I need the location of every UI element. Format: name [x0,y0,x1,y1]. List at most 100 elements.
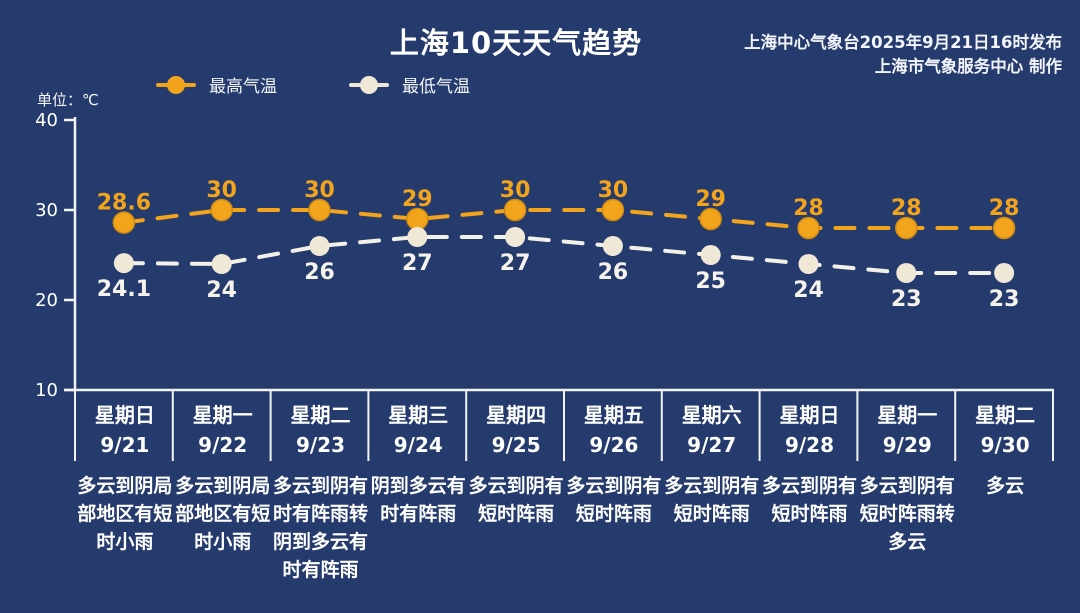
day-column: 星期六 9/27 多云到阴有短时阵雨 [663,392,761,584]
weekday-label: 星期三 [388,403,449,427]
low-temp-point [407,227,428,247]
high-temp-point [308,198,331,222]
low-temp-point [505,227,526,247]
date-label: 9/21 [100,433,150,457]
low-temp-value-label: 24.1 [97,277,151,302]
high-temp-value-label: 28.6 [97,191,151,216]
date-label: 9/26 [589,433,639,457]
weekday-label: 星期五 [583,403,644,427]
weekday-label: 星期一 [877,403,938,427]
high-temp-value-label: 30 [304,178,335,203]
high-temp-point [210,198,233,222]
low-temp-value-label: 24 [206,278,237,303]
high-temp-value-label: 28 [891,196,922,221]
weekday-label: 星期六 [681,403,742,427]
low-temp-point [602,236,623,256]
high-temp-marker-icon [156,75,196,94]
legend-item-low-temp: 最低气温 [349,72,470,97]
high-temp-value-label: 30 [500,178,531,203]
day-column: 星期三 9/24 阴到多云有时有阵雨 [369,392,467,584]
high-temp-value-label: 30 [206,178,237,203]
high-temp-value-label: 30 [598,178,629,203]
low-temp-point [113,253,134,274]
day-column: 星期二 9/23 多云到阴有时有阵雨转阴到多云有时有阵雨 [272,392,370,584]
low-temp-series-line [121,235,1007,275]
high-temp-point [503,198,527,222]
low-temp-value-label: 26 [304,260,335,285]
high-temp-value-label: 28 [793,196,824,221]
low-temp-point [309,236,330,256]
y-axis-tick-label: 40 [35,110,58,131]
high-temp-series-line [121,208,1007,230]
high-temp-value-label: 28 [989,196,1020,221]
weather-description: 多云到阴有短时阵雨转多云 [859,475,955,553]
low-temp-value-label: 23 [891,287,922,312]
day-column: 星期日 9/21 多云到阴局部地区有短时小雨 [76,392,174,584]
date-label: 9/22 [198,433,248,457]
y-axis-tick-label: 30 [35,200,58,221]
day-column: 星期一 9/29 多云到阴有短时阵雨转多云 [858,392,956,584]
unit-label: 单位：℃ [37,91,99,109]
low-temp-point [798,254,819,274]
low-temp-value-label: 24 [793,278,824,303]
weekday-label: 星期四 [486,403,547,427]
day-columns-row: 星期日 9/21 多云到阴局部地区有短时小雨 星期一 9/22 多云到阴局部地区… [76,392,1054,584]
source-line-producer: 上海市气象服务中心 制作 [874,57,1062,76]
date-label: 9/29 [882,433,932,457]
day-column: 星期一 9/22 多云到阴局部地区有短时小雨 [174,392,272,584]
page-title: 上海10天天气趋势 [389,26,643,60]
date-label: 9/28 [784,433,835,457]
weekday-label: 星期日 [779,403,840,427]
y-axis-tick-label: 20 [35,290,58,311]
low-temp-point [700,245,721,265]
date-label: 9/23 [295,433,346,457]
high-temp-point [992,216,1016,240]
high-temp-point [895,216,918,240]
date-label: 9/24 [393,433,443,457]
weekday-label: 星期日 [94,403,155,427]
high-temp-value-label: 29 [695,187,726,212]
low-temp-value-label: 25 [695,269,726,294]
date-label: 9/25 [491,433,541,457]
weekday-label: 星期一 [192,403,253,427]
weather-description: 阴到多云有时有阵雨 [370,475,466,525]
weather-description: 多云 [986,475,1025,497]
low-temp-value-label: 27 [500,251,531,276]
weekday-label: 星期二 [975,403,1036,427]
date-label: 9/27 [687,433,737,457]
source-attribution: 上海中心气象台2025年9月21日16时发布 上海市气象服务中心 制作 [744,31,1062,79]
legend-label-high-temp: 最高气温 [209,77,277,97]
weather-description: 多云到阴局部地区有短时小雨 [77,475,173,553]
low-temp-point [211,254,232,274]
weather-description: 多云到阴有短时阵雨 [468,475,564,525]
day-column: 星期日 9/28 多云到阴有短时阵雨 [761,392,859,584]
low-temp-marker-icon [349,75,389,94]
low-temp-point [896,263,917,283]
low-temp-point [994,263,1015,283]
weather-description: 多云到阴局部地区有短时小雨 [175,475,271,553]
low-temp-value-label: 27 [402,251,433,276]
weather-description: 多云到阴有短时阵雨 [566,475,662,525]
high-temp-point [699,207,722,231]
high-temp-point [112,211,136,234]
day-column: 星期二 9/30 多云 [956,392,1054,584]
legend-item-high-temp: 最高气温 [156,72,277,97]
weather-description: 多云到阴有短时阵雨 [761,475,857,525]
high-temp-point [797,216,820,240]
weather-description: 多云到阴有时有阵雨转阴到多云有时有阵雨 [272,475,368,581]
date-label: 9/30 [980,433,1030,457]
legend-label-low-temp: 最低气温 [402,77,470,97]
weekday-label: 星期二 [290,403,351,427]
source-line-issued: 上海中心气象台2025年9月21日16时发布 [744,33,1062,52]
weather-description: 多云到阴有短时阵雨 [664,475,760,525]
day-column: 星期五 9/26 多云到阴有短时阵雨 [565,392,663,584]
y-axis-tick-label: 10 [35,380,58,401]
chart-legend: 最高气温 最低气温 [156,72,470,97]
low-temp-value-label: 26 [598,260,629,285]
low-temp-value-label: 23 [989,287,1020,312]
day-column: 星期四 9/25 多云到阴有短时阵雨 [467,392,565,584]
high-temp-value-label: 29 [402,187,433,212]
high-temp-point [601,198,625,222]
